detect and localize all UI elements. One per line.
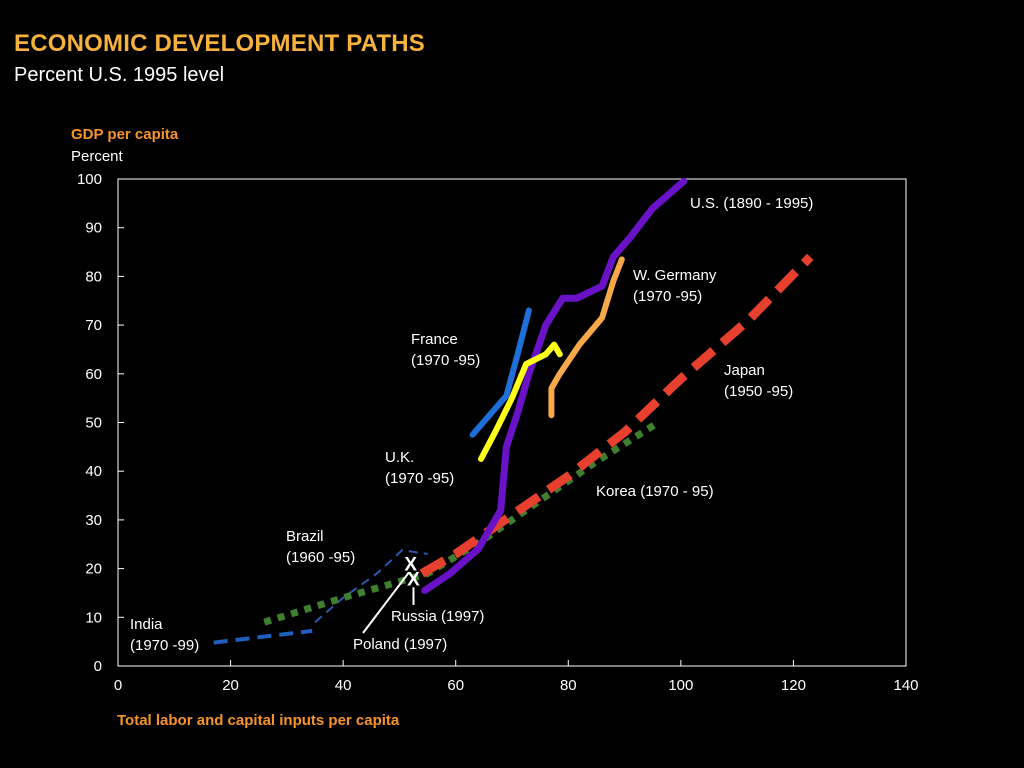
series-label-u-k: U.K. [385, 449, 414, 466]
series-line-france [469, 307, 532, 438]
marker-poland: X [404, 555, 417, 576]
y-tick-label: 0 [94, 658, 102, 675]
y-tick-label: 80 [85, 268, 102, 285]
y-tick-label: 40 [85, 463, 102, 480]
series-label-brazil: (1960 -95) [286, 549, 355, 566]
series-label-japan: (1950 -95) [724, 383, 793, 400]
y-tick-label: 90 [85, 220, 102, 237]
series-label-w-germany: (1970 -95) [633, 288, 702, 305]
y-tick-label: 100 [77, 171, 102, 188]
series-line-u-k [478, 341, 563, 462]
series-label-france: France [411, 331, 458, 348]
y-axis-title: GDP per capita [71, 126, 179, 143]
series-label-korea: Korea (1970 - 95) [596, 483, 714, 500]
x-tick-label: 140 [893, 677, 918, 694]
y-tick-label: 20 [85, 561, 102, 578]
series-label-india: (1970 -99) [130, 637, 199, 654]
leader-line-poland [362, 572, 410, 634]
series-label-brazil: Brazil [286, 528, 324, 545]
x-tick-label: 20 [222, 677, 239, 694]
series-label-w-germany: W. Germany [633, 267, 717, 284]
series-label-u-s: U.S. (1890 - 1995) [690, 195, 813, 212]
series-line-japan [419, 253, 814, 578]
x-axis-title: Total labor and capital inputs per capit… [117, 712, 400, 729]
x-tick-label: 0 [114, 677, 122, 694]
series-label-france: (1970 -95) [411, 352, 480, 369]
y-tick-label: 70 [85, 317, 102, 334]
page-subtitle: Percent U.S. 1995 level [14, 64, 225, 86]
page-title: ECONOMIC DEVELOPMENT PATHS [14, 30, 425, 57]
series-line-u-s [421, 177, 688, 594]
series-line-india [213, 628, 313, 645]
x-tick-label: 40 [335, 677, 352, 694]
y-tick-label: 50 [85, 415, 102, 432]
y-tick-label: 30 [85, 512, 102, 529]
y-tick-label: 60 [85, 366, 102, 383]
y-axis-unit: Percent [71, 148, 123, 165]
x-tick-label: 60 [447, 677, 464, 694]
marker-label-russia: Russia (1997) [391, 608, 484, 625]
x-tick-label: 80 [560, 677, 577, 694]
marker-russia: X [407, 569, 420, 590]
series-line-brazil [314, 549, 428, 623]
series-label-japan: Japan [724, 362, 765, 379]
y-tick-label: 10 [85, 609, 102, 626]
x-tick-label: 100 [668, 677, 693, 694]
marker-label-poland: Poland (1997) [353, 636, 447, 653]
series-line-w-germany [548, 256, 625, 419]
series-label-india: India [130, 616, 163, 633]
x-tick-label: 120 [781, 677, 806, 694]
series-label-u-k: (1970 -95) [385, 470, 454, 487]
